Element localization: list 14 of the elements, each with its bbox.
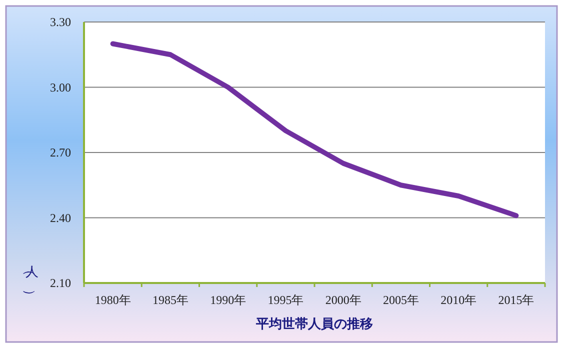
y-tick-label: 2.10: [50, 276, 71, 290]
x-tick-label: 2000年: [325, 293, 362, 307]
y-tick-label: 3.00: [50, 80, 71, 94]
x-tick-label: 2015年: [498, 293, 534, 307]
x-tick-label: 1990年: [210, 293, 246, 307]
x-tick-label: 2005年: [382, 293, 419, 307]
x-tick-label: 1985年: [152, 293, 188, 307]
x-axis-title: 平均世帯人員の推移: [255, 316, 373, 331]
x-tick-label: 1995年: [268, 293, 304, 307]
y-tick-label: 2.40: [50, 210, 71, 225]
y-tick-label: 3.30: [50, 15, 71, 29]
x-tick-label: 2010年: [440, 293, 477, 307]
x-tick-label: 1980年: [94, 293, 131, 307]
y-tick-label: 2.70: [50, 146, 71, 160]
